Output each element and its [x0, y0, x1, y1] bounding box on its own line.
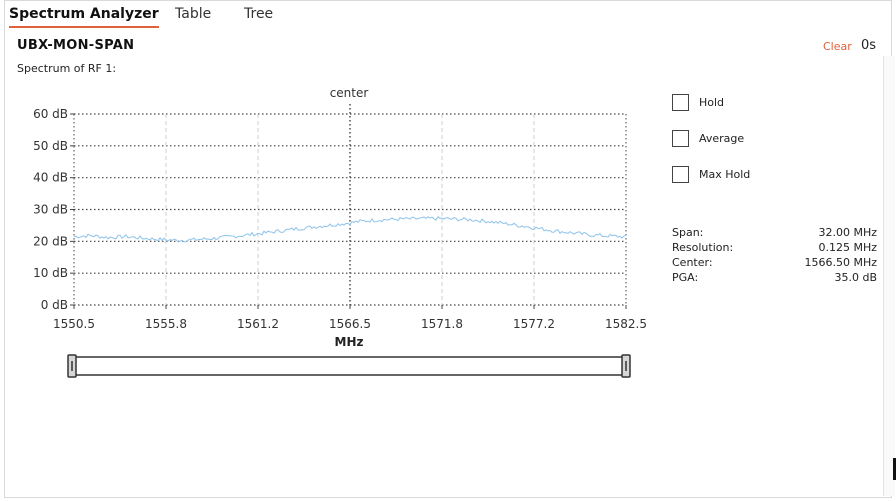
x-tick-label: 1561.2: [237, 317, 279, 331]
panel-subtitle: Spectrum of RF 1:: [17, 62, 117, 75]
y-tick-label: 60 dB: [33, 107, 68, 121]
x-axis-label: MHz: [335, 335, 364, 349]
stat-pga: PGA: 35.0 dB: [672, 270, 877, 285]
stat-span: Span: 32.00 MHz: [672, 225, 877, 240]
stat-center-label: Center:: [672, 256, 713, 269]
max-hold-checkbox[interactable]: [672, 165, 689, 183]
y-tick-label: 20 dB: [33, 234, 68, 248]
stat-span-value: 32.00 MHz: [818, 226, 877, 239]
stat-pga-value: 35.0 dB: [834, 271, 877, 284]
tab-spectrum-analyzer[interactable]: Spectrum Analyzer: [9, 6, 159, 28]
hold-checkbox[interactable]: [672, 93, 689, 111]
tab-table[interactable]: Table: [175, 6, 212, 22]
y-tick-labels: 0 dB 10 dB 20 dB 30 dB 40 dB 50 dB 60 dB: [33, 107, 68, 312]
scrollbar-thumb[interactable]: [893, 458, 896, 480]
stat-center-value: 1566.50 MHz: [804, 256, 877, 269]
x-tick-label: 1566.5: [329, 317, 371, 331]
stat-resolution: Resolution: 0.125 MHz: [672, 240, 877, 255]
chart-axes: [70, 113, 627, 309]
x-tick-labels: 1550.5 1555.8 1561.2 1566.5 1571.8 1577.2 1582…: [53, 317, 647, 331]
y-tick-label: 0 dB: [41, 298, 68, 312]
spectrum-stats: Span: 32.00 MHz Resolution: 0.125 MHz Ce…: [672, 225, 877, 285]
x-tick-label: 1555.8: [145, 317, 187, 331]
hold-label: Hold: [699, 95, 725, 109]
stat-resolution-label: Resolution:: [672, 241, 734, 254]
range-slider[interactable]: [67, 354, 631, 378]
y-tick-label: 10 dB: [33, 266, 68, 280]
x-tick-label: 1550.5: [53, 317, 95, 331]
average-option[interactable]: Average: [672, 128, 744, 148]
x-tick-label: 1582.5: [605, 317, 647, 331]
elapsed-timer: 0s: [861, 38, 877, 53]
y-tick-label: 50 dB: [33, 139, 68, 153]
stat-span-label: Span:: [672, 226, 704, 239]
x-tick-label: 1577.2: [513, 317, 555, 331]
stat-resolution-value: 0.125 MHz: [818, 241, 877, 254]
center-marker-label: center: [330, 86, 369, 100]
stat-center: Center: 1566.50 MHz: [672, 255, 877, 270]
stat-pga-label: PGA:: [672, 271, 699, 284]
average-checkbox[interactable]: [672, 129, 689, 147]
spectrum-series-line: [73, 215, 627, 243]
tab-tree[interactable]: Tree: [244, 6, 274, 22]
panel-frame: [4, 0, 892, 498]
max-hold-option[interactable]: Max Hold: [672, 164, 750, 184]
vertical-scrollbar[interactable]: [883, 56, 895, 496]
x-tick-label: 1571.8: [421, 317, 463, 331]
panel-title: UBX-MON-SPAN: [17, 38, 135, 53]
average-label: Average: [699, 131, 745, 145]
y-tick-label: 40 dB: [33, 171, 68, 185]
y-tick-label: 30 dB: [33, 203, 68, 217]
range-slider-track[interactable]: [73, 356, 626, 376]
chart-grid: [73, 104, 627, 306]
tab-bar: Spectrum Analyzer Table Tree: [4, 0, 884, 28]
hold-option[interactable]: Hold: [672, 92, 724, 112]
clear-button[interactable]: Clear: [823, 40, 852, 53]
max-hold-label: Max Hold: [699, 167, 751, 181]
